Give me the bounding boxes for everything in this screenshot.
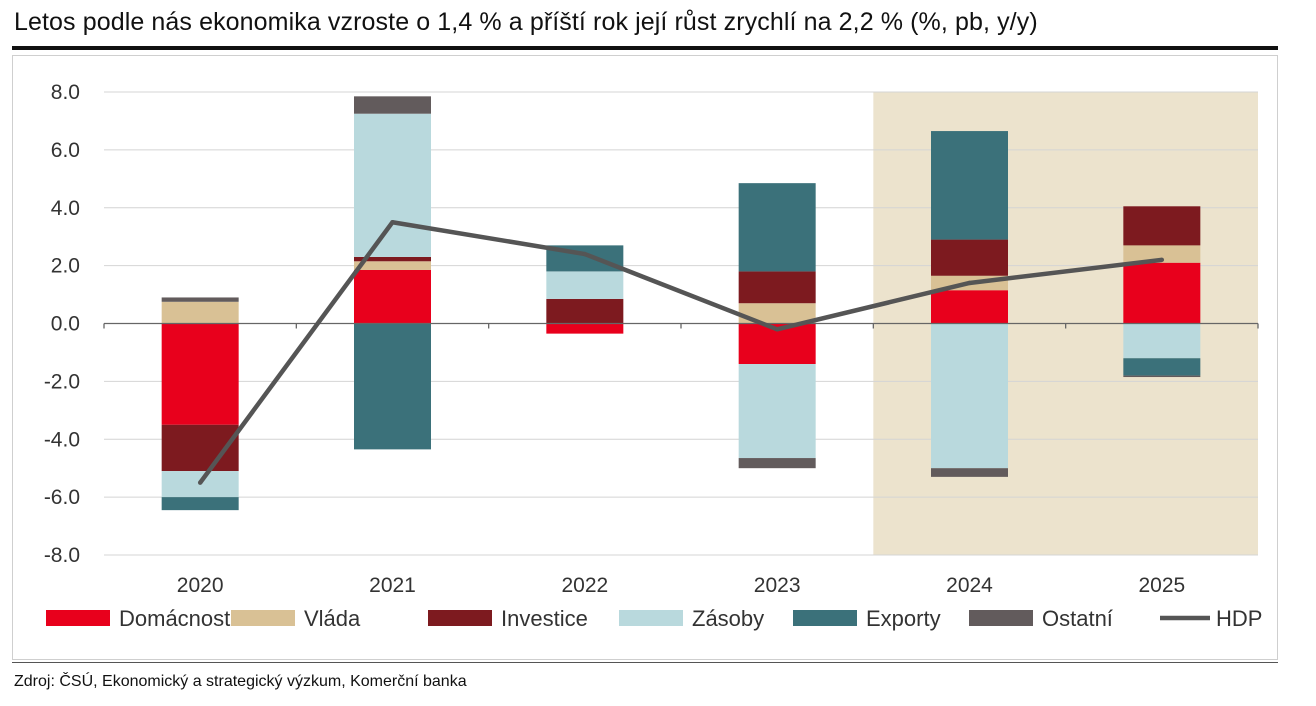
source-note: Zdroj: ČSÚ, Ekonomický a strategický výz… [14, 673, 467, 690]
y-tick-label: 0.0 [51, 313, 80, 336]
bar-segment-investice-2022 [546, 298, 624, 324]
chart-svg: 8.0 6.0 4.0 2.0 0.0 -2.0 -4.0 -6.0 -8.0 2020 2021 2… [44, 81, 1263, 631]
legend-label-zásoby: Zásoby [692, 606, 764, 631]
axis-layer [103, 322, 1259, 329]
x-tick-label: 2024 [946, 574, 993, 597]
bar-segment-domácnosti-2025 [1123, 262, 1201, 324]
bar-segment-investice-2021 [354, 256, 431, 262]
bar-segment-ostatní-2023 [738, 458, 816, 469]
bar-segment-exporty-2023 [738, 183, 816, 272]
legend-label-vláda: Vláda [304, 606, 361, 631]
legend-label-ostatní: Ostatní [1042, 606, 1113, 631]
y-tick-label: -6.0 [44, 486, 80, 509]
bar-segment-investice-2025 [1123, 206, 1201, 246]
label-layer: 8.0 6.0 4.0 2.0 0.0 -2.0 -4.0 -6.0 -8.0 2020 2021 2… [44, 81, 1185, 597]
bar-segment-exporty-2024 [931, 131, 1008, 240]
hdp-point-2021 [390, 220, 395, 225]
y-tick-label: 4.0 [51, 197, 80, 220]
bar-segment-ostatní-2024 [931, 468, 1008, 477]
hdp-point-2020 [197, 480, 203, 485]
chart-frame [12, 55, 1278, 660]
y-tick-label: -2.0 [44, 370, 80, 393]
bar-segment-domácnosti-2024 [931, 290, 1008, 324]
legend: Domácnosti Vláda Investice Zásoby Exporty Ost… [46, 606, 1262, 631]
legend-label-domácnosti: Domácnosti [119, 606, 235, 631]
bar-segment-ostatní-2025 [1123, 375, 1201, 378]
hdp-point-2024 [967, 280, 972, 286]
x-tick-label: 2023 [754, 574, 801, 597]
bar-segment-exporty-2021 [354, 323, 431, 450]
bar-segment-zásoby-2023 [738, 364, 816, 459]
legend-label-hdp: HDP [1216, 606, 1262, 631]
x-tick-label: 2022 [561, 574, 608, 597]
bar-segment-zásoby-2021 [354, 113, 431, 257]
bar-segment-zásoby-2024 [931, 323, 1008, 469]
bar-segment-investice-2023 [738, 271, 816, 304]
x-tick-label: 2020 [177, 574, 224, 597]
hdp-point-2022 [582, 251, 588, 257]
legend-label-exporty: Exporty [866, 606, 941, 631]
chart-title: Letos podle nás ekonomika vzroste o 1,4 … [14, 8, 1038, 36]
bar-segment-domácnosti-2020 [161, 323, 239, 425]
legend-swatch-zásoby [619, 610, 683, 626]
bar-segment-zásoby-2022 [546, 271, 624, 299]
hdp-point-2023 [774, 327, 780, 332]
legend-swatch-exporty [793, 610, 857, 626]
legend-swatch-investice [428, 610, 492, 626]
y-tick-label: -4.0 [44, 428, 80, 451]
bar-segment-ostatní-2020 [161, 297, 239, 302]
bar-segment-domácnosti-2021 [354, 269, 431, 324]
bar-segment-ostatní-2021 [354, 96, 431, 114]
legend-label-investice: Investice [501, 606, 588, 631]
bar-segment-investice-2024 [931, 239, 1008, 276]
x-tick-label: 2025 [1138, 574, 1185, 597]
bar-segment-vláda-2020 [161, 301, 239, 324]
legend-swatch-ostatní [969, 610, 1033, 626]
x-tick-label: 2021 [369, 574, 416, 597]
bar-segment-vláda-2023 [738, 303, 816, 324]
y-tick-label: 2.0 [51, 255, 80, 278]
bar-segment-domácnosti-2022 [546, 323, 624, 334]
legend-swatch-domácnosti [46, 610, 110, 626]
bar-segment-exporty-2025 [1123, 358, 1201, 376]
bar-segment-vláda-2025 [1123, 245, 1201, 263]
gridline-layer [104, 91, 1258, 556]
title-rule [12, 46, 1278, 50]
hdp-line [198, 219, 1163, 484]
y-tick-label: 6.0 [51, 139, 80, 162]
y-tick-label: -8.0 [44, 544, 80, 567]
bar-segment-exporty-2020 [161, 497, 239, 511]
hdp-point-2025 [1159, 257, 1165, 263]
line-layer [197, 219, 1165, 485]
bar-segment-vláda-2021 [354, 261, 431, 270]
y-tick-label: 8.0 [51, 81, 80, 104]
source-rule [12, 662, 1278, 663]
legend-swatch-vláda [231, 610, 295, 626]
bar-segment-zásoby-2025 [1123, 323, 1201, 359]
